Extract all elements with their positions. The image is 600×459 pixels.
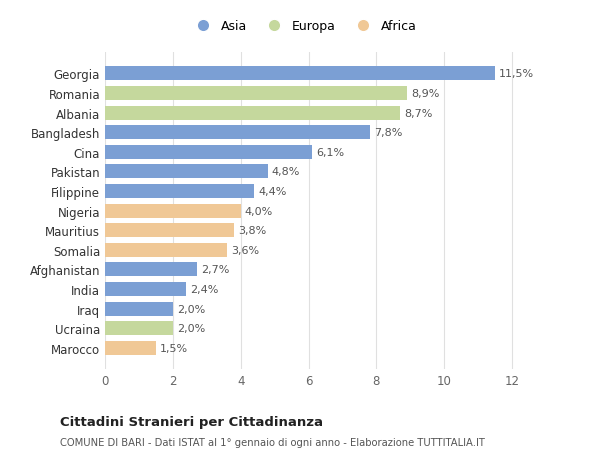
Text: 1,5%: 1,5% [160, 343, 188, 353]
Bar [105, 204, 241, 218]
Text: 3,6%: 3,6% [231, 245, 259, 255]
Text: Cittadini Stranieri per Cittadinanza: Cittadini Stranieri per Cittadinanza [60, 415, 323, 428]
Text: 8,7%: 8,7% [404, 108, 433, 118]
Text: 7,8%: 7,8% [374, 128, 402, 138]
Bar [105, 263, 197, 277]
Bar [105, 67, 495, 81]
Bar [105, 243, 227, 257]
Text: 4,4%: 4,4% [259, 187, 287, 196]
Text: 4,8%: 4,8% [272, 167, 300, 177]
Bar [105, 106, 400, 120]
Bar [105, 185, 254, 199]
Text: 6,1%: 6,1% [316, 147, 344, 157]
Bar [105, 282, 187, 297]
Text: 8,9%: 8,9% [411, 89, 439, 99]
Bar [105, 165, 268, 179]
Text: 11,5%: 11,5% [499, 69, 535, 79]
Bar [105, 126, 370, 140]
Text: 2,4%: 2,4% [190, 285, 219, 294]
Legend: Asia, Europa, Africa: Asia, Europa, Africa [188, 18, 419, 36]
Bar [105, 321, 173, 336]
Bar [105, 302, 173, 316]
Bar [105, 146, 312, 159]
Text: 2,0%: 2,0% [177, 324, 205, 334]
Text: 3,8%: 3,8% [238, 226, 266, 235]
Bar [105, 87, 407, 101]
Bar [105, 224, 234, 238]
Text: 2,7%: 2,7% [200, 265, 229, 275]
Text: 2,0%: 2,0% [177, 304, 205, 314]
Text: 4,0%: 4,0% [245, 206, 273, 216]
Bar [105, 341, 156, 355]
Text: COMUNE DI BARI - Dati ISTAT al 1° gennaio di ogni anno - Elaborazione TUTTITALIA: COMUNE DI BARI - Dati ISTAT al 1° gennai… [60, 437, 485, 447]
